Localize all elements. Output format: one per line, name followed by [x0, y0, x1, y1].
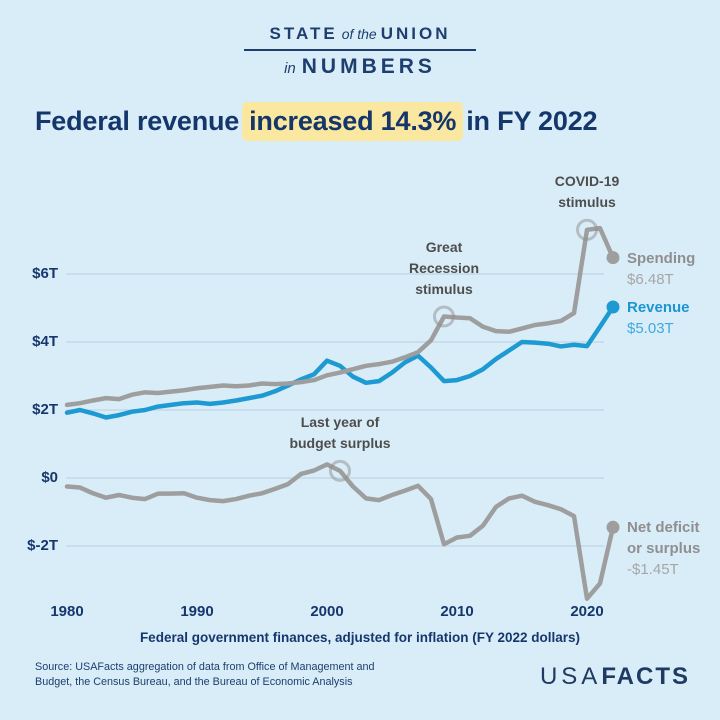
sotu-in: in — [284, 60, 296, 77]
series-name: Net deficit — [627, 519, 700, 537]
x-axis-label: 2010 — [440, 603, 474, 620]
title-prefix: Federal revenue — [35, 106, 240, 136]
y-axis-label: $2T — [32, 401, 58, 418]
series-name: or surplus — [627, 540, 701, 558]
source-line-2: Budget, the Census Bureau, and the Burea… — [35, 676, 353, 688]
usafacts-logo: USAFACTS — [540, 663, 690, 691]
sotu-logo-line2: in NUMBERS — [0, 55, 720, 79]
annotation-last-budget-surplus: Last year of budget surplus — [289, 412, 390, 454]
annotation-great-recession-stimulus: Great Recession stimulus — [409, 237, 479, 300]
annotation-line: COVID-19 — [554, 172, 620, 189]
y-axis-label: $4T — [32, 333, 58, 350]
end-dot-net-deficit-or-surplus — [606, 520, 620, 534]
series-name: Spending — [627, 249, 696, 267]
x-axis-label: 1980 — [50, 603, 84, 620]
series-value: -$1.45T — [627, 561, 679, 579]
sotu-of-the: of the — [341, 26, 377, 42]
x-axis-label: 1990 — [180, 603, 214, 620]
title-suffix: in FY 2022 — [466, 106, 598, 136]
annotation-covid-stimulus: COVID-19 stimulus — [555, 171, 620, 213]
sotu-logo: STATE of the UNION in NUMBERS — [0, 24, 720, 79]
sotu-state: STATE — [269, 24, 338, 43]
x-axis-label: 2000 — [310, 603, 344, 620]
series-name: Revenue — [627, 298, 690, 316]
annotation-line: stimulus — [415, 280, 473, 297]
series-label-net-deficit-or-surplus: Net deficit or surplus -$1.45T — [627, 517, 700, 580]
sotu-logo-line1: STATE of the UNION — [0, 24, 720, 44]
annotation-line: budget surplus — [289, 434, 391, 451]
y-axis-label: $0 — [41, 469, 58, 486]
series-line-spending — [64, 225, 616, 408]
page-title: Federal revenue increased 14.3% in FY 2022 — [35, 102, 695, 141]
series-value: $5.03T — [627, 319, 674, 337]
x-axis-label: 2020 — [570, 603, 604, 620]
series-line-net-deficit-or-surplus — [64, 462, 616, 601]
usafacts-logo-facts: FACTS — [601, 663, 690, 690]
sotu-union: UNION — [380, 24, 451, 43]
source-note: Source: USAFacts aggregation of data fro… — [35, 660, 395, 690]
annotation-line: Great — [425, 238, 463, 255]
usafacts-logo-usa: USA — [539, 663, 602, 690]
annotation-line: Recession — [408, 259, 480, 276]
series-value: $6.48T — [627, 270, 674, 288]
sotu-divider-line — [244, 49, 476, 51]
end-dot-spending — [606, 251, 620, 265]
end-dot-revenue — [606, 300, 620, 314]
series-line-revenue — [64, 304, 616, 420]
chart-caption: Federal government finances, adjusted fo… — [139, 630, 581, 645]
series-label-spending: Spending $6.48T — [627, 248, 695, 290]
title-highlight: increased 14.3% — [242, 102, 464, 141]
source-line-1: Source: USAFacts aggregation of data fro… — [35, 661, 375, 673]
y-axis-label: $-2T — [27, 537, 58, 554]
annotation-line: stimulus — [558, 193, 616, 210]
sotu-numbers: NUMBERS — [301, 55, 436, 78]
annotation-ring-last-budget-surplus — [329, 459, 351, 482]
series-label-revenue: Revenue $5.03T — [627, 297, 690, 339]
annotation-ring-great-recession-stimulus — [433, 305, 455, 328]
annotation-line: Last year of — [300, 413, 380, 430]
y-axis-label: $6T — [32, 265, 58, 282]
annotation-ring-covid-stimulus — [576, 218, 598, 241]
